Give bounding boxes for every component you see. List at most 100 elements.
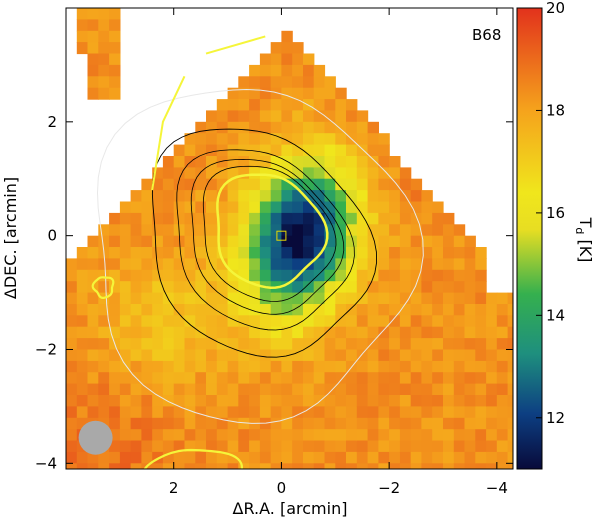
map-pixel	[109, 42, 121, 55]
colorbar-tick-label: 14	[546, 306, 565, 324]
map-pixel	[324, 304, 336, 316]
map-pixel	[119, 383, 132, 396]
map-pixel	[443, 360, 455, 373]
map-pixel	[325, 475, 336, 487]
y-tick-label: −4	[35, 454, 57, 472]
map-pixel	[206, 292, 218, 305]
map-pixel	[303, 167, 315, 180]
map-pixel	[281, 224, 293, 237]
map-pixel	[227, 451, 239, 464]
map-pixel	[249, 326, 261, 339]
map-pixel	[238, 167, 250, 180]
map-pixel	[259, 326, 272, 339]
map-pixel	[120, 475, 131, 487]
map-pixel	[87, 87, 99, 100]
map-pixel	[367, 429, 379, 442]
map-pixel	[443, 212, 455, 225]
map-pixel	[324, 190, 336, 203]
map-pixel	[389, 349, 401, 362]
map-pixel	[292, 42, 304, 55]
map-pixel	[507, 315, 513, 328]
map-pixel	[486, 360, 498, 373]
map-pixel	[259, 463, 272, 469]
map-pixel	[130, 212, 142, 225]
map-pixel	[238, 99, 250, 112]
map-pixel	[206, 201, 218, 214]
map-pixel	[421, 247, 433, 259]
map-pixel	[173, 258, 186, 271]
map-pixel	[335, 360, 347, 373]
map-pixel	[162, 235, 175, 248]
map-pixel	[346, 463, 358, 469]
map-pixel	[152, 372, 164, 385]
map-pixel	[270, 269, 283, 282]
map-pixel	[87, 360, 99, 373]
map-pixel	[292, 417, 304, 430]
map-pixel	[346, 315, 358, 328]
map-pixel	[119, 372, 132, 385]
map-pixel	[184, 281, 196, 294]
map-pixel	[410, 429, 423, 442]
map-pixel	[130, 429, 142, 442]
map-pixel	[141, 326, 153, 339]
map-pixel	[378, 224, 390, 237]
map-pixel	[507, 360, 513, 373]
contour-line	[151, 75, 186, 191]
map-pixel	[464, 235, 476, 248]
map-pixel	[464, 383, 476, 396]
map-pixel	[152, 201, 164, 214]
map-pixel	[109, 212, 121, 225]
map-pixel	[141, 372, 153, 385]
map-pixel	[432, 281, 444, 294]
map-pixel	[389, 395, 401, 407]
map-pixel	[109, 360, 121, 373]
beam-marker	[78, 420, 113, 455]
map-pixel	[227, 292, 239, 305]
map-pixel	[464, 440, 476, 453]
map-pixel	[270, 235, 283, 248]
map-pixel	[453, 281, 466, 294]
map-pixel	[206, 383, 218, 396]
map-pixel	[475, 326, 487, 339]
map-pixel	[152, 190, 164, 203]
map-pixel	[227, 463, 239, 469]
map-pixel	[119, 440, 132, 453]
map-pixel	[259, 110, 272, 123]
map-pixel	[119, 417, 132, 430]
map-pixel	[389, 292, 401, 305]
map-pixel	[87, 269, 99, 282]
map-pixel	[453, 372, 466, 385]
map-pixel	[346, 395, 358, 407]
map-pixel	[303, 190, 315, 203]
map-pixel	[206, 121, 218, 134]
map-pixel	[216, 235, 229, 248]
map-pixel	[443, 258, 455, 271]
map-pixel	[346, 178, 358, 191]
map-pixel	[453, 349, 466, 362]
map-pixel	[162, 190, 175, 203]
map-pixel	[292, 76, 304, 89]
map-pixel	[152, 247, 164, 259]
map-pixel	[453, 258, 466, 271]
map-pixel	[313, 110, 326, 123]
map-pixel	[281, 417, 293, 430]
map-pixel	[109, 8, 121, 20]
map-pixel	[216, 178, 229, 191]
map-pixel	[270, 429, 283, 442]
map-pixel	[453, 451, 466, 464]
map-pixel	[216, 349, 229, 362]
map-pixel	[98, 406, 110, 419]
map-pixel	[335, 201, 347, 214]
map-pixel	[141, 338, 153, 351]
map-pixel	[152, 167, 164, 180]
map-pixel	[259, 235, 272, 248]
map-pixel	[173, 395, 186, 407]
map-pixel	[486, 429, 498, 442]
map-pixel	[367, 349, 379, 362]
map-pixel	[356, 292, 369, 305]
map-pixel	[335, 372, 347, 385]
map-pixel	[367, 247, 379, 259]
map-pixel	[346, 292, 358, 305]
map-pixel	[292, 53, 304, 66]
map-pixel	[249, 156, 261, 168]
